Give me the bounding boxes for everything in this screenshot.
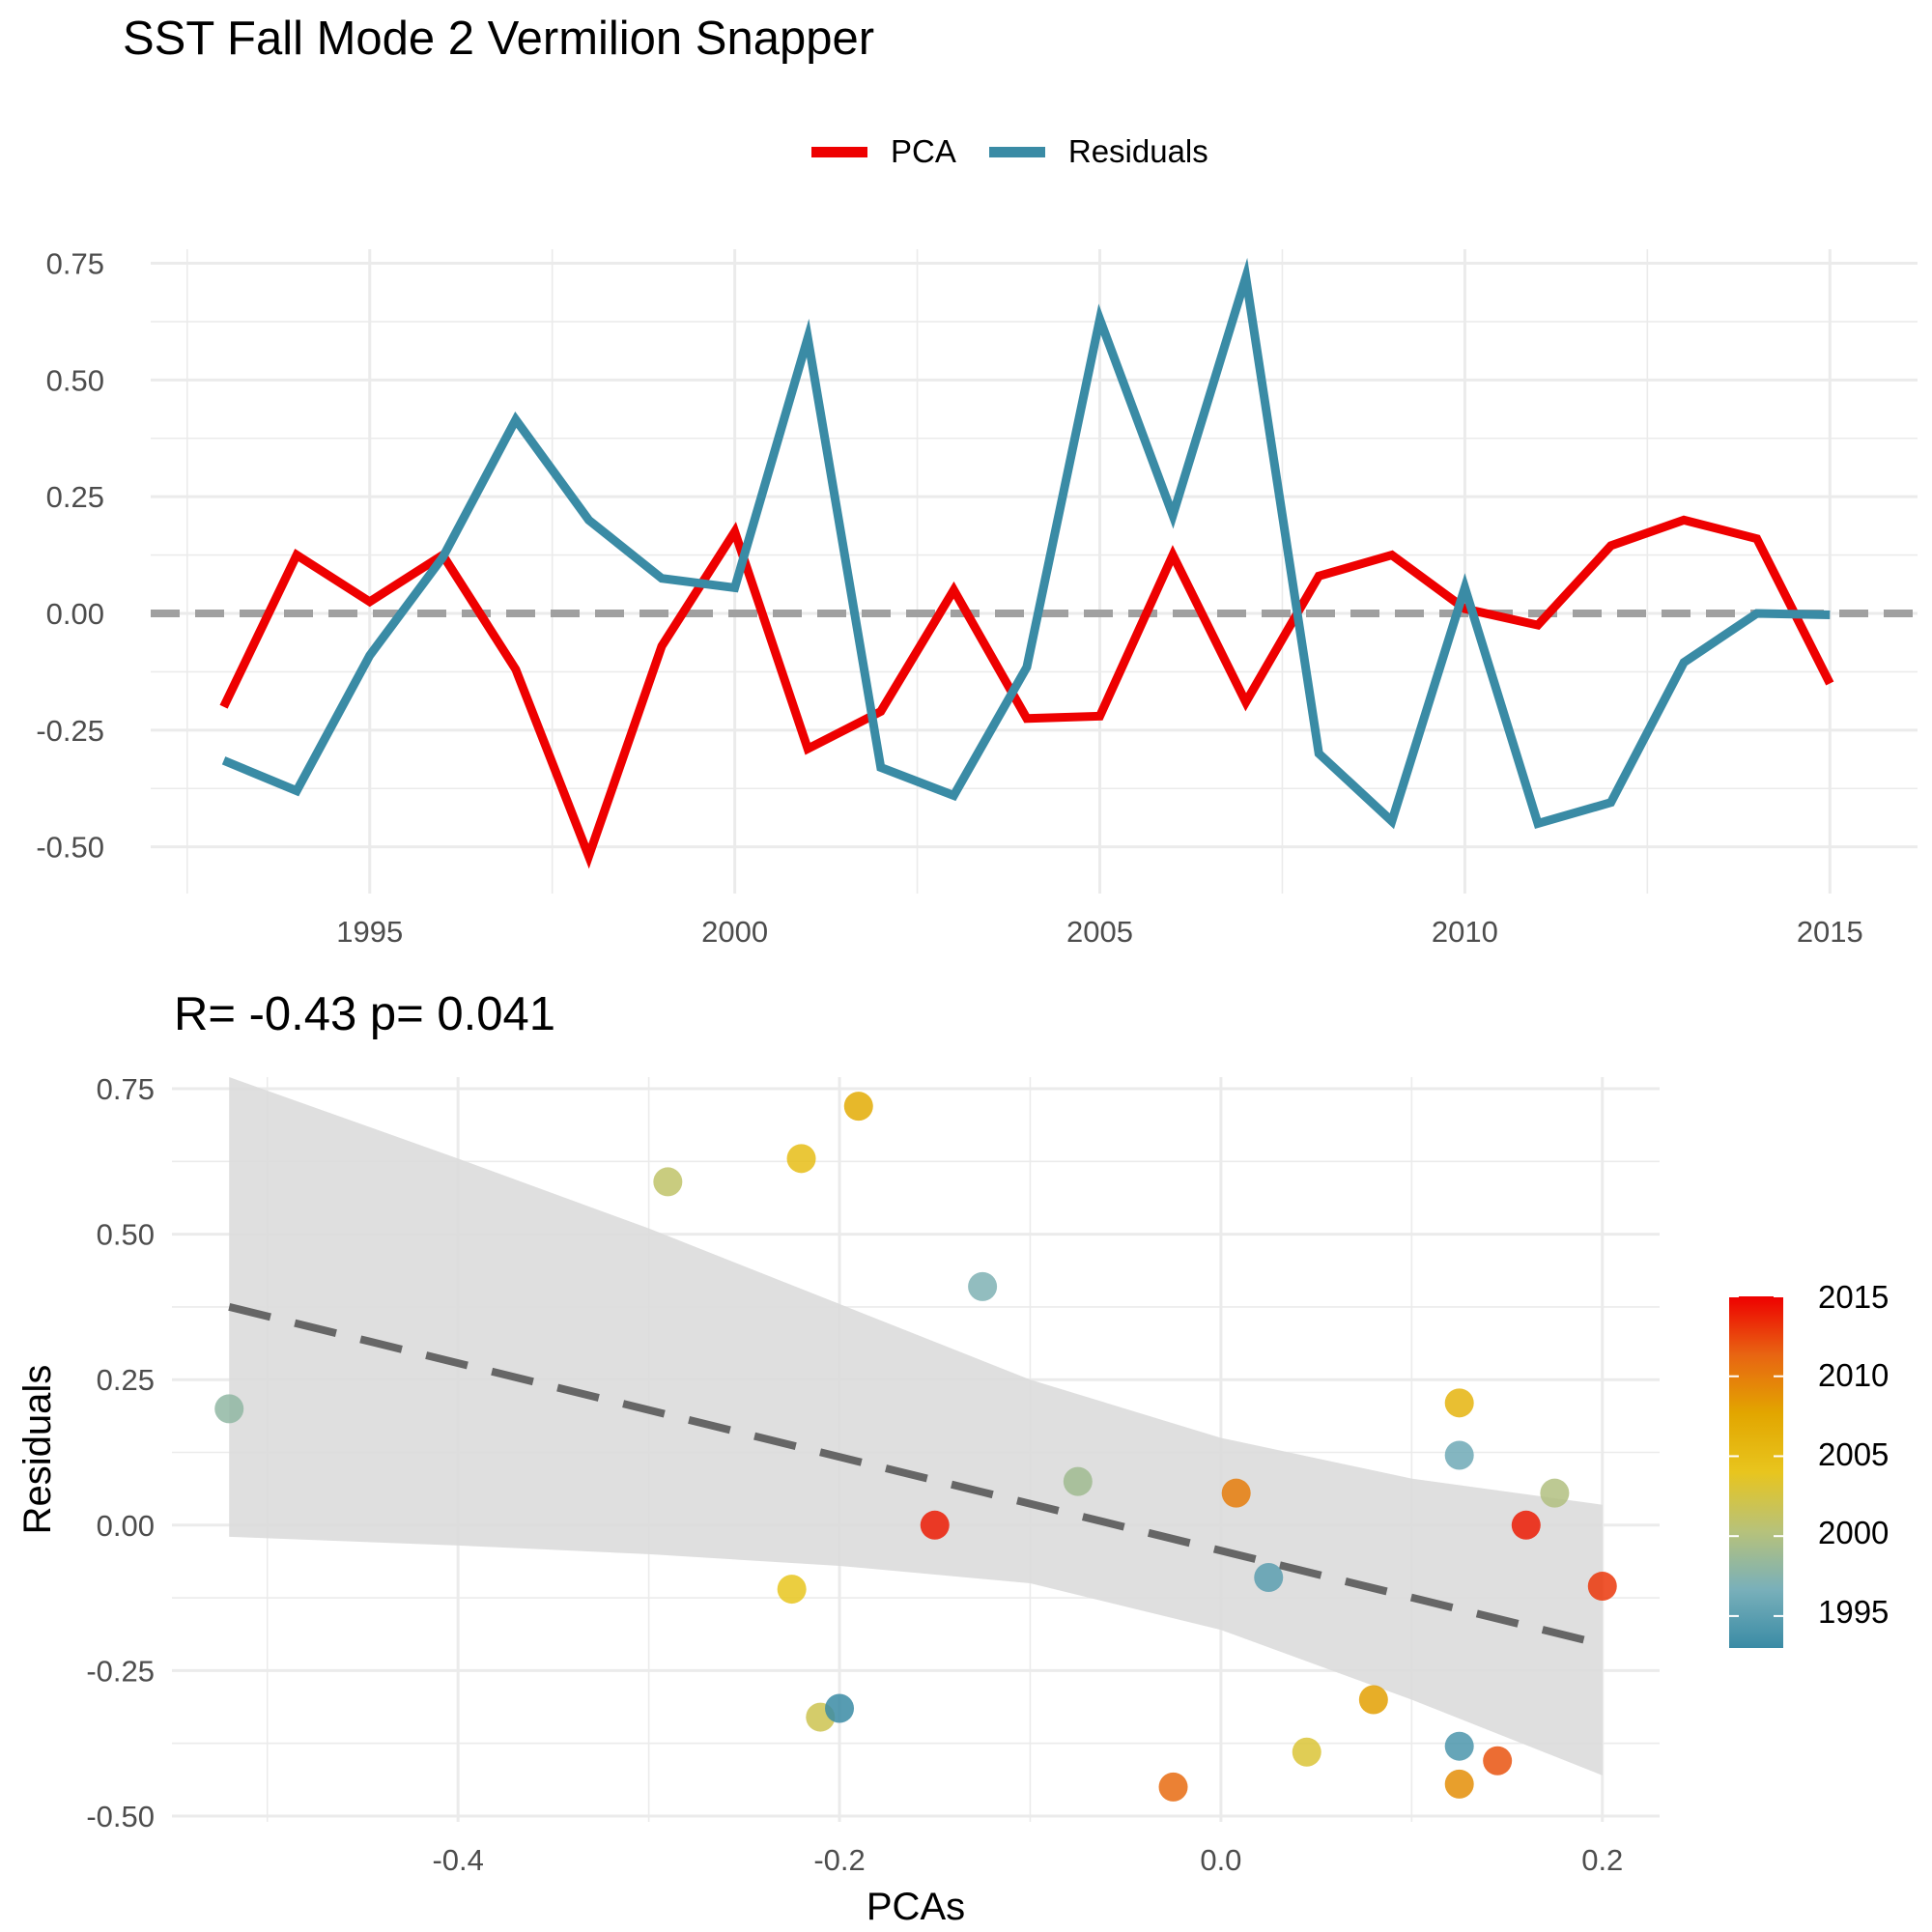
scatter-point: [1540, 1478, 1570, 1508]
top-y-tick-label: -0.25: [36, 714, 104, 748]
scatter-point: [1444, 1769, 1474, 1799]
scatter-point: [1063, 1466, 1093, 1496]
scatter-point: [1221, 1478, 1251, 1508]
top-y-tick-label: -0.50: [36, 831, 104, 865]
top-x-tick-label: 1995: [336, 915, 403, 949]
scatter-point: [1444, 1440, 1474, 1470]
scatter-point: [786, 1144, 816, 1174]
top-y-tick-label: 0.25: [46, 480, 104, 514]
scatter-point: [968, 1271, 998, 1301]
bottom-y-tick-label: 0.75: [97, 1072, 155, 1106]
colorbar-gradient-rect: [1729, 1296, 1783, 1648]
colorbar-label-1995: 1995: [1818, 1594, 1889, 1630]
top-y-tick-label: 0.00: [46, 597, 104, 631]
y-axis-title: Residuals: [16, 1365, 59, 1535]
legend-label-pca: PCA: [891, 133, 956, 169]
scatter-point: [1587, 1572, 1617, 1602]
scatter-point: [1358, 1685, 1388, 1715]
scatter-point: [1483, 1746, 1513, 1776]
bottom-y-tick-label: 0.50: [97, 1218, 155, 1252]
scatter-point: [825, 1693, 855, 1723]
bottom-panel-axis-labels: -0.50 -0.25 0.00 0.25 0.50 0.75 -0.4 -0.2 0.0 0.2…: [16, 1072, 1623, 1928]
bottom-x-tick-label: 0.0: [1200, 1843, 1241, 1877]
scatter-point: [1511, 1510, 1541, 1540]
colorbar-label-2000: 2000: [1818, 1515, 1889, 1550]
scatter-point: [1292, 1737, 1321, 1767]
series-line-pca: [219, 515, 1834, 869]
top-x-tick-label: 2010: [1432, 915, 1498, 949]
legend: PCA Residuals: [811, 133, 1241, 170]
scatter-point: [1444, 1731, 1474, 1761]
top-panel-axis-labels: -0.50 -0.25 0.00 0.25 0.50 0.75 1995 2000 2005 20…: [36, 247, 1862, 950]
legend-item-pca: PCA: [811, 133, 956, 170]
series-line-residuals: [221, 257, 1831, 830]
top-x-tick-label: 2015: [1797, 915, 1863, 949]
top-x-tick-label: 2000: [701, 915, 768, 949]
legend-swatch-pca: [811, 146, 867, 157]
top-panel-series: [151, 257, 1918, 869]
x-axis-title: PCAs: [867, 1886, 965, 1928]
top-y-tick-label: 0.50: [46, 363, 104, 397]
bottom-panel-fit-line: [228, 1303, 1604, 1649]
legend-swatch-residuals: [988, 146, 1045, 157]
confidence-band-area: [229, 1077, 1603, 1776]
legend-item-residuals: Residuals: [988, 133, 1208, 170]
colorbar-label-2005: 2005: [1818, 1436, 1889, 1472]
top-x-tick-label: 2005: [1066, 915, 1133, 949]
bottom-x-tick-label: 0.2: [1581, 1843, 1623, 1877]
chart-title: SST Fall Mode 2 Vermilion Snapper: [123, 13, 875, 65]
colorbar-label-2010: 2010: [1818, 1357, 1889, 1393]
bottom-y-tick-label: 0.25: [97, 1363, 155, 1397]
bottom-y-tick-label: 0.00: [97, 1509, 155, 1543]
scatter-point: [1158, 1772, 1188, 1802]
scatter-point: [843, 1092, 873, 1122]
year-colorbar: [1729, 1295, 1783, 1648]
scatter-point: [214, 1394, 244, 1424]
scatter-point: [777, 1575, 807, 1605]
bottom-x-tick-label: -0.2: [813, 1843, 865, 1877]
bottom-y-tick-label: -0.50: [86, 1800, 155, 1833]
scatter-point: [920, 1510, 950, 1540]
regression-fit-line: [228, 1303, 1604, 1649]
top-y-tick-label: 0.75: [46, 247, 104, 281]
bottom-y-tick-label: -0.25: [86, 1654, 155, 1688]
bottom-panel-points: [214, 1092, 1617, 1802]
bottom-x-tick-label: -0.4: [432, 1843, 483, 1877]
scatter-point: [1254, 1563, 1284, 1593]
scatter-point: [653, 1167, 683, 1197]
colorbar-label-2015: 2015: [1818, 1279, 1889, 1315]
scatter-title: R= -0.43 p= 0.041: [174, 988, 556, 1040]
legend-label-residuals: Residuals: [1067, 133, 1208, 169]
bottom-panel-confidence-band: [229, 1077, 1603, 1776]
scatter-point: [1444, 1388, 1474, 1418]
